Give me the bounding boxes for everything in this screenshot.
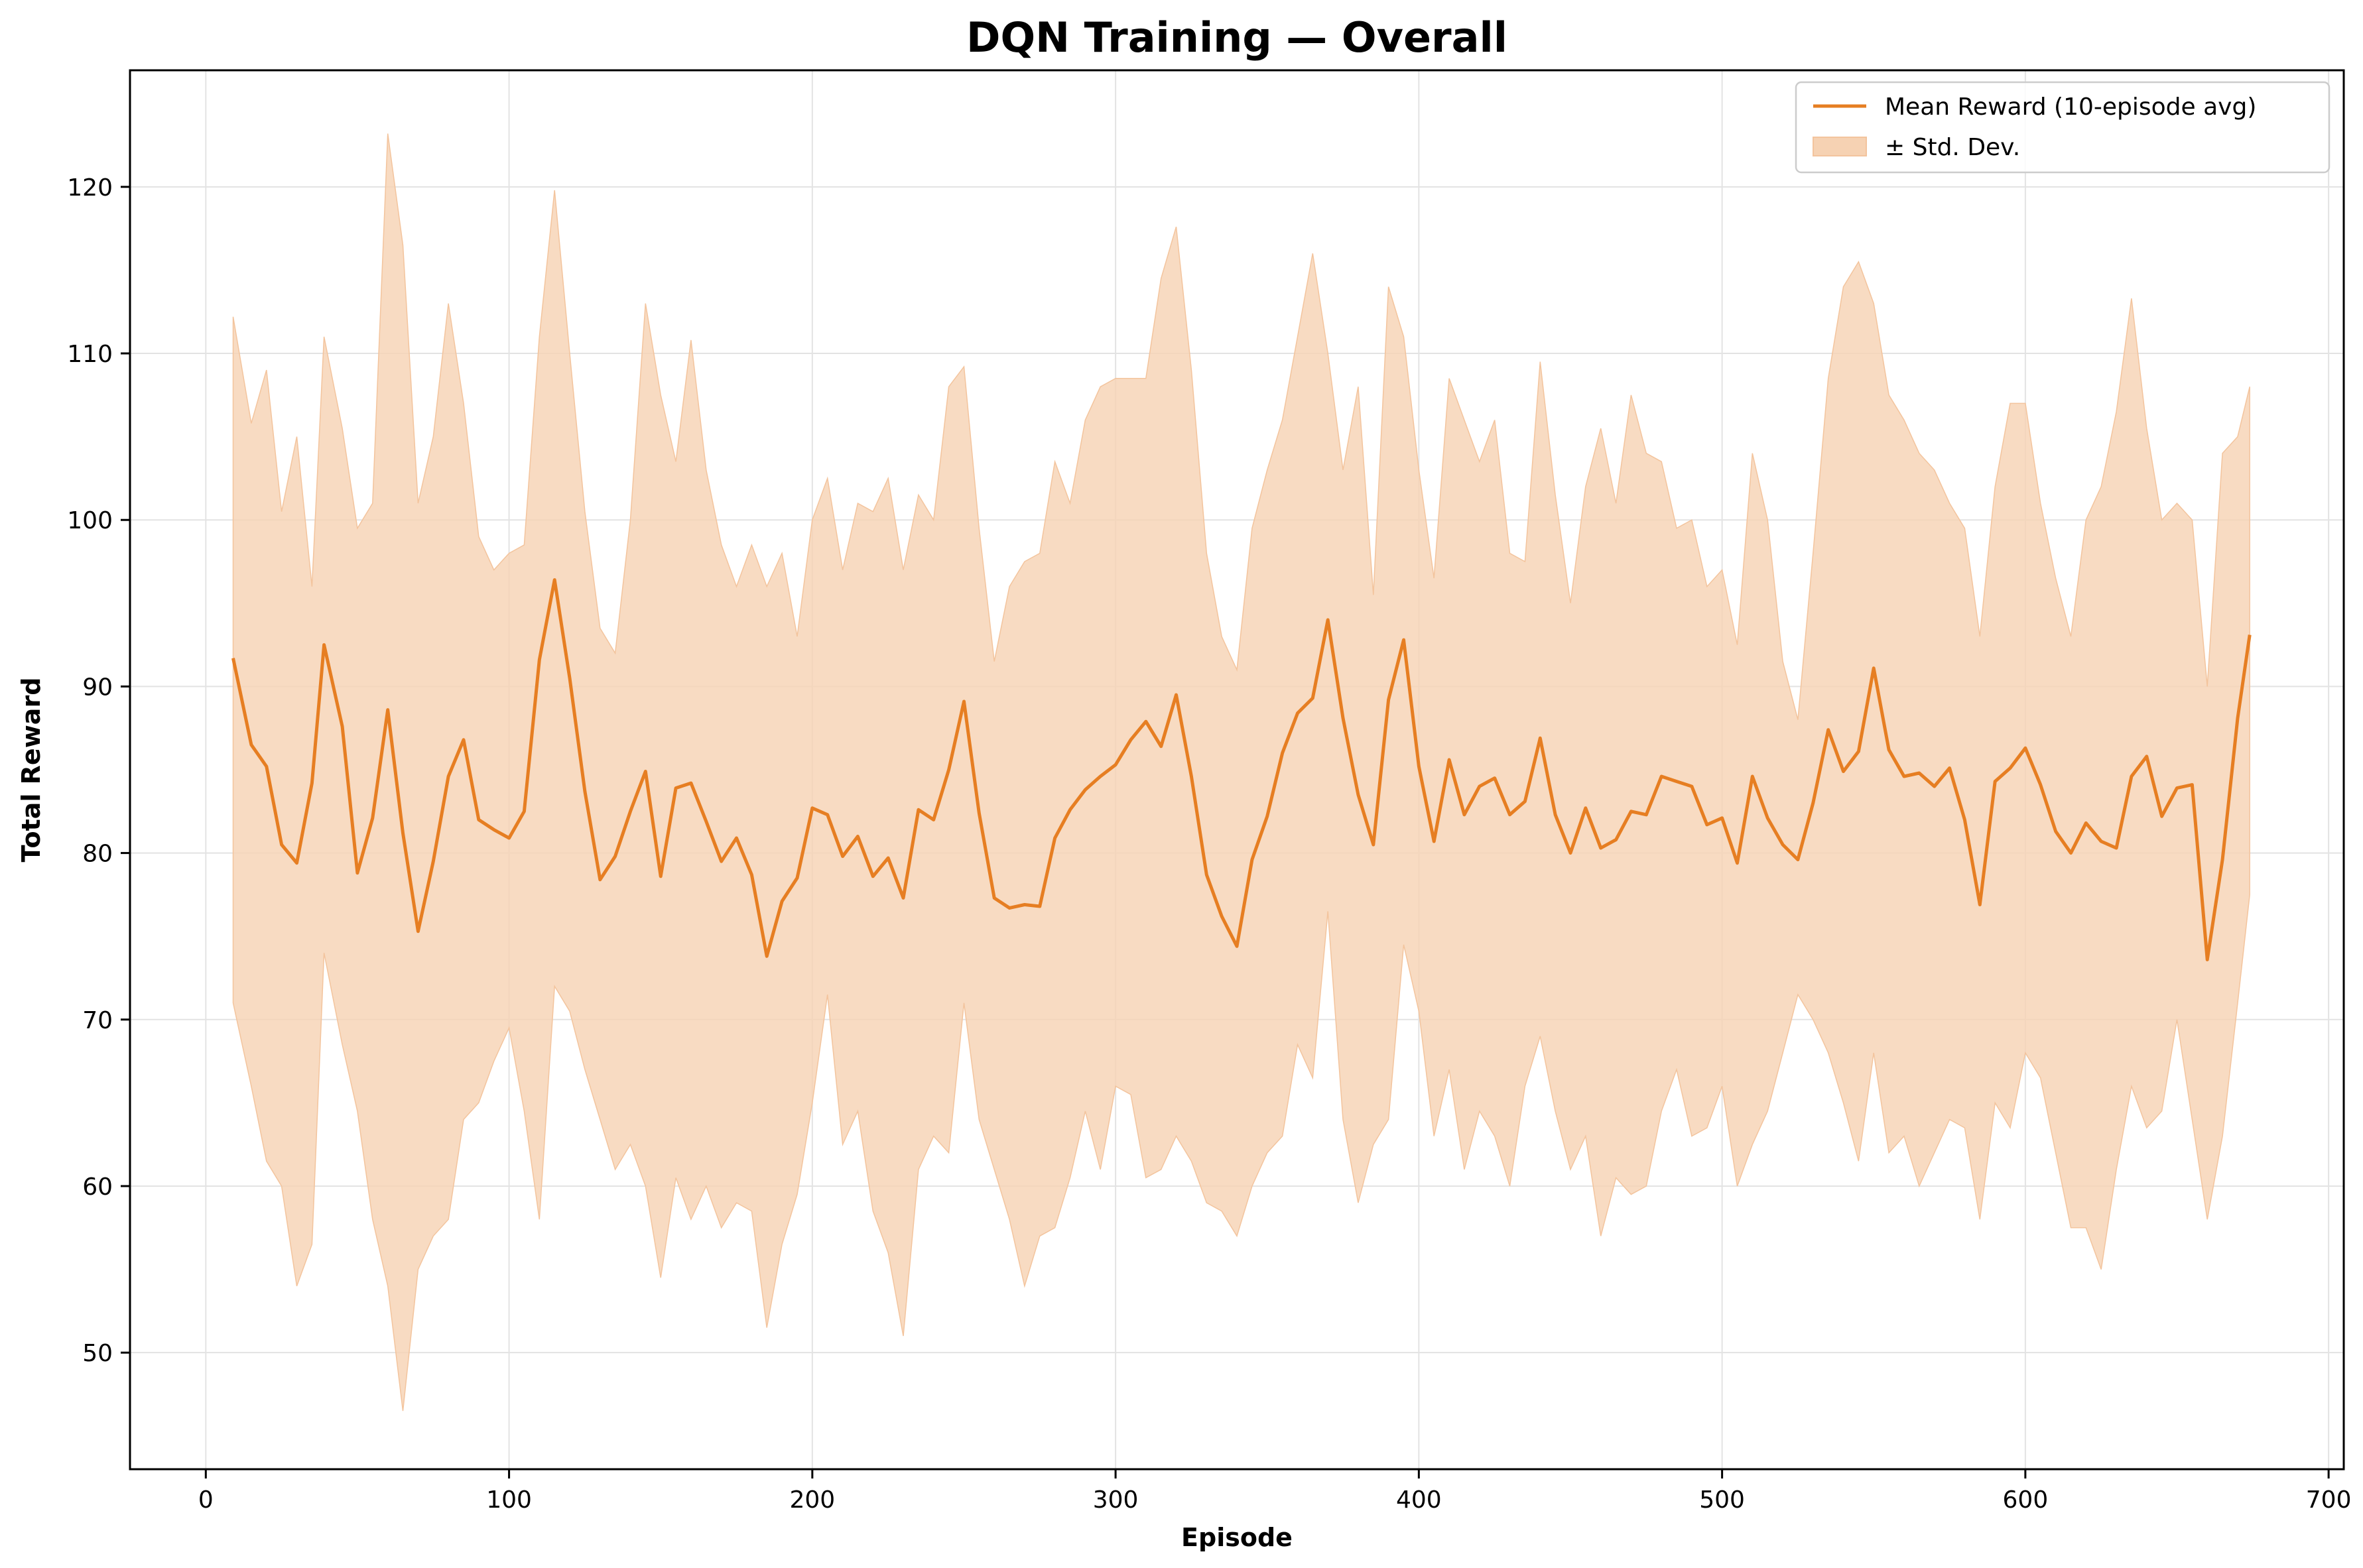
x-tick-label: 500 [1699,1486,1745,1514]
x-tick-label: 200 [789,1486,835,1514]
legend-mean-label: Mean Reward (10-episode avg) [1885,93,2256,121]
legend-box [1795,81,2331,174]
x-tick-label: 0 [198,1486,214,1514]
y-tick-label: 60 [82,1174,113,1201]
x-tick-label: 600 [2003,1486,2049,1514]
legend-band-label: ± Std. Dev. [1885,134,2020,161]
y-tick-label: 100 [67,507,113,534]
plot-frame [129,69,2345,1471]
y-axis-ticks: 50 60 70 80 90 100 110 120 [67,174,130,1367]
chart-title: DQN Training — Overall [966,13,1507,62]
x-axis-label: Episode [1181,1523,1293,1552]
x-axis-ticks: 0 100 200 300 400 500 600 700 [198,1469,2352,1514]
x-tick-label: 100 [486,1486,532,1514]
std-dev-band [232,133,2250,1412]
x-tick-label: 400 [1396,1486,1442,1514]
y-tick-label: 50 [82,1340,113,1367]
legend: Mean Reward (10-episode avg) ± Std. Dev. [1795,81,2331,174]
y-tick-label: 120 [67,174,113,202]
x-tick-label: 300 [1093,1486,1139,1514]
legend-band-swatch [1813,137,1867,156]
y-axis-label: Total Reward [17,678,46,863]
y-tick-label: 80 [82,841,113,868]
mean-reward-line [231,578,2252,961]
x-tick-label: 700 [2306,1486,2352,1514]
y-tick-label: 70 [82,1007,113,1034]
y-tick-label: 90 [82,674,113,701]
y-tick-label: 110 [67,341,113,368]
